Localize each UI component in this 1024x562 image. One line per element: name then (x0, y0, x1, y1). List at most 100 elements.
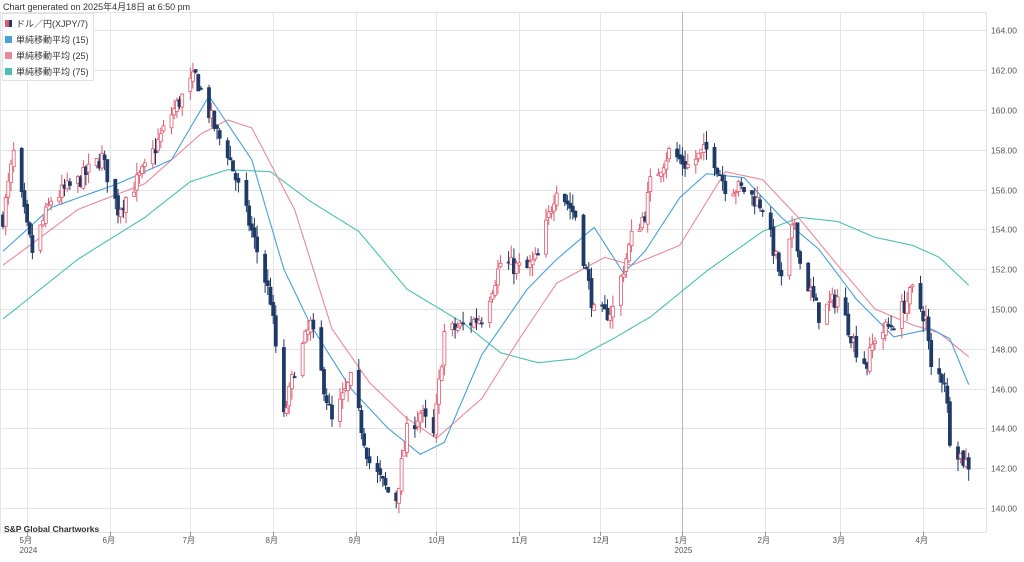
candle-down (720, 175, 725, 182)
candle-down (584, 266, 588, 269)
candle-up (477, 319, 482, 324)
candle-down (322, 368, 326, 395)
candle-up (870, 343, 875, 351)
y-tick-label: 150.00 (991, 305, 1017, 315)
candle-down (281, 347, 286, 413)
candle-down (942, 382, 947, 385)
y-tick-label: 162.00 (991, 66, 1017, 76)
y-tick-label: 152.00 (991, 265, 1017, 275)
candle-down (573, 210, 578, 218)
candle-up (883, 321, 888, 336)
candle-down (846, 313, 851, 336)
x-tick-label: 9月 (349, 536, 361, 545)
candle-down (198, 87, 203, 90)
candle-down (806, 262, 811, 292)
candle-down (207, 87, 211, 118)
y-tick-label: 156.00 (991, 186, 1017, 196)
candle-up (734, 191, 738, 194)
candle-down (113, 178, 118, 199)
candle-up (434, 403, 439, 436)
candle-up (161, 125, 166, 132)
y-tick-label: 142.00 (991, 464, 1017, 474)
candle-down (570, 205, 575, 213)
candle-up (442, 331, 447, 366)
x-tick-year-label: 2024 (20, 546, 38, 555)
legend-item-sma15[interactable]: 単純移動平均 (15) (5, 31, 89, 47)
candle-up (415, 420, 420, 428)
candle-up (664, 160, 669, 170)
candle-up (544, 219, 548, 255)
candle-down (843, 297, 848, 316)
candle-up (9, 163, 13, 184)
candle-down (945, 385, 950, 404)
y-tick-label: 158.00 (991, 146, 1017, 156)
candle-down (739, 182, 744, 186)
candle-down (236, 177, 241, 183)
x-tick-label: 3月 (833, 536, 845, 545)
legend-label-sma15: 単純移動平均 (15) (16, 34, 89, 45)
candle-up (190, 71, 195, 82)
candle-up (867, 347, 872, 372)
legend-item-sma25[interactable]: 単純移動平均 (25) (5, 47, 89, 63)
y-tick-label: 154.00 (991, 225, 1017, 235)
candle-up (86, 163, 91, 173)
candle-down (116, 195, 120, 216)
x-tick-label: 6月 (103, 536, 115, 545)
candle-down (327, 403, 332, 406)
y-tick-label: 140.00 (991, 504, 1017, 514)
candle-up (645, 192, 650, 225)
x-tick-label: 10月 (429, 536, 446, 545)
candle-up (59, 184, 64, 198)
candle-down (565, 200, 570, 205)
candle-down (412, 425, 417, 430)
sma25-line (2, 119, 970, 440)
candle-down (359, 410, 364, 434)
candle-down (22, 190, 27, 208)
candle-up (619, 275, 623, 306)
candle-down (263, 253, 268, 283)
y-tick-label: 160.00 (991, 106, 1017, 116)
candle-down (948, 401, 952, 446)
candle-down (102, 154, 107, 160)
legend-item-sma75[interactable]: 単純移動平均 (75) (5, 63, 89, 79)
candle-up (731, 193, 736, 197)
candle-down (891, 328, 896, 331)
candle-down (386, 486, 391, 493)
candle-up (137, 172, 142, 176)
candle-down (798, 251, 802, 264)
candle-down (273, 315, 278, 347)
candle-up (835, 296, 840, 308)
candle-down (956, 446, 960, 460)
chart-grid (0, 12, 987, 533)
candle-up (158, 133, 163, 143)
candle-down (581, 214, 586, 267)
candle-down (966, 457, 971, 470)
candle-up (693, 158, 698, 166)
candle-down (712, 146, 717, 169)
candle-up (49, 200, 53, 206)
chart-generated-caption: Chart generated on 2025年4月18日 at 6:50 pm (3, 2, 191, 12)
candle-down (367, 456, 372, 464)
candle-up (38, 224, 43, 251)
candle-up (346, 382, 351, 392)
candle-up (404, 423, 409, 453)
candle-down (68, 181, 72, 186)
candle-down (244, 179, 249, 206)
candle-up (640, 217, 645, 229)
candle-up (825, 303, 829, 325)
legend-item-price[interactable]: ドル／円(XJPY/7) (5, 15, 89, 31)
candle-up (11, 149, 16, 168)
candle-up (611, 306, 615, 318)
candle-down (771, 226, 776, 256)
candle-up (142, 162, 147, 167)
candle-up (873, 340, 877, 345)
candle-up (907, 287, 912, 305)
x-tick-label: 1月 (675, 536, 687, 545)
x-tick-label: 4月 (916, 536, 928, 545)
candle-down (768, 212, 773, 230)
legend-label-price: ドル／円(XJPY/7) (16, 18, 89, 29)
candle-down (940, 374, 944, 383)
candle-down (926, 316, 931, 342)
candle-up (659, 171, 663, 177)
candle-down (383, 478, 388, 486)
